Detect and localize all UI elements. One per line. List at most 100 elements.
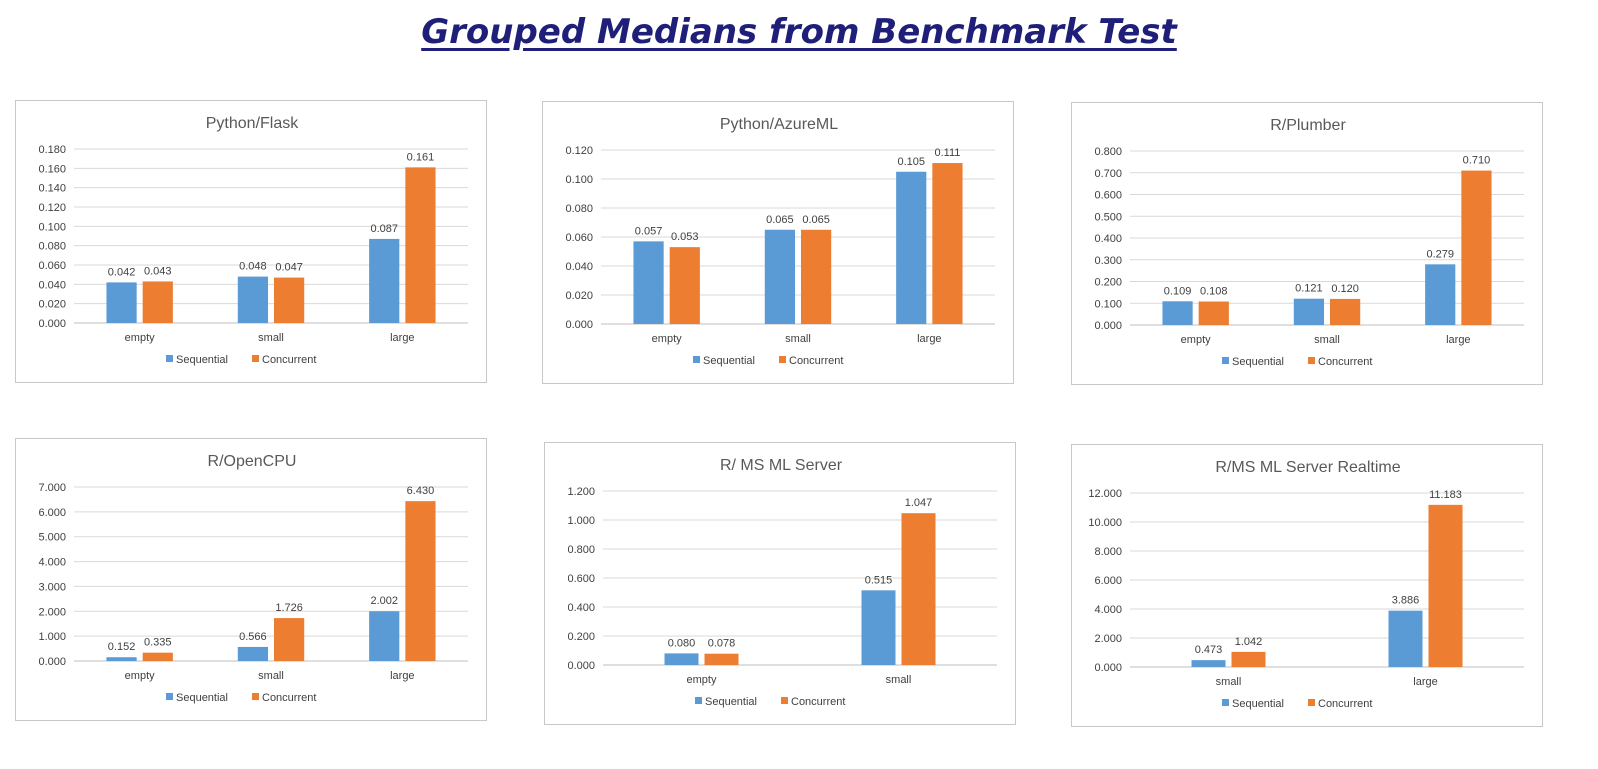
category-label: small — [886, 674, 912, 686]
y-tick-label: 0.000 — [38, 318, 66, 330]
y-tick-label: 0.200 — [1094, 277, 1122, 289]
bar-chart: Python/AzureML 0.000 0.020 0.040 0.060 0.080 0… — [565, 116, 995, 367]
y-tick-label: 0.100 — [38, 221, 66, 233]
y-tick-label: 0.600 — [567, 573, 595, 585]
concurrent-bar — [901, 513, 936, 665]
sequential-bar — [861, 590, 896, 665]
data-label: 0.065 — [766, 214, 794, 226]
y-tick-label: 0.060 — [565, 232, 593, 244]
concurrent-bar — [1330, 298, 1361, 325]
legend-label-sequential: Sequential — [176, 692, 228, 704]
data-label: 0.043 — [144, 265, 172, 277]
data-label: 0.078 — [708, 638, 736, 650]
sequential-bar — [1162, 301, 1193, 325]
y-tick-label: 8.000 — [1094, 546, 1122, 558]
y-tick-label: 0.800 — [567, 544, 595, 556]
legend-label-sequential: Sequential — [1232, 356, 1284, 368]
data-label: 0.087 — [370, 223, 398, 235]
category-label: small — [258, 332, 284, 344]
y-tick-label: 0.300 — [1094, 255, 1122, 267]
y-tick-label: 0.040 — [38, 279, 66, 291]
legend-swatch-sequential — [1222, 357, 1229, 364]
sequential-bar — [1293, 298, 1324, 325]
category-label: small — [258, 670, 284, 682]
concurrent-bar — [1461, 170, 1492, 325]
category-label: large — [1413, 676, 1437, 688]
y-tick-label: 10.000 — [1088, 517, 1122, 529]
y-tick-label: 0.120 — [565, 145, 593, 157]
y-tick-label: 5.000 — [38, 532, 66, 544]
data-label: 0.279 — [1426, 248, 1454, 260]
category-label: empty — [125, 670, 155, 682]
y-tick-label: 0.000 — [565, 319, 593, 331]
legend-swatch-concurrent — [1308, 699, 1315, 706]
chart-panel-python-flask: Python/Flask 0.000 0.020 0.040 0.060 0.080 0.1… — [15, 100, 487, 383]
sequential-bar — [237, 276, 268, 323]
legend-label-concurrent: Concurrent — [1318, 356, 1372, 368]
y-tick-label: 0.500 — [1094, 211, 1122, 223]
y-tick-label: 4.000 — [38, 557, 66, 569]
data-label: 1.042 — [1235, 636, 1263, 648]
concurrent-bar — [1428, 504, 1463, 667]
legend-swatch-concurrent — [781, 697, 788, 704]
sequential-bar — [369, 611, 400, 661]
sequential-bar — [896, 171, 927, 324]
sequential-bar — [1425, 264, 1456, 325]
sequential-bar — [664, 653, 699, 665]
data-label: 0.042 — [108, 266, 136, 278]
concurrent-bar — [405, 501, 436, 661]
y-tick-label: 2.000 — [38, 606, 66, 618]
sequential-bar — [369, 238, 400, 323]
data-label: 0.120 — [1331, 283, 1359, 295]
legend-swatch-sequential — [1222, 699, 1229, 706]
data-label: 3.886 — [1392, 595, 1420, 607]
data-label: 0.515 — [865, 574, 893, 586]
concurrent-bar — [142, 652, 173, 661]
y-tick-label: 0.100 — [565, 174, 593, 186]
category-label: large — [390, 670, 414, 682]
data-label: 0.108 — [1200, 286, 1228, 298]
category-label: large — [917, 333, 941, 345]
data-label: 1.047 — [905, 497, 933, 509]
legend-label-concurrent: Concurrent — [262, 354, 316, 366]
chart-title: Python/Flask — [206, 115, 299, 132]
legend-swatch-concurrent — [252, 693, 259, 700]
data-label: 0.105 — [897, 156, 925, 168]
legend-label-concurrent: Concurrent — [791, 696, 845, 708]
data-label: 0.057 — [635, 225, 663, 237]
data-label: 6.430 — [407, 485, 435, 497]
legend-label-concurrent: Concurrent — [262, 692, 316, 704]
y-tick-label: 1.200 — [567, 486, 595, 498]
data-label: 11.183 — [1429, 489, 1462, 501]
y-tick-label: 0.120 — [38, 202, 66, 214]
data-label: 1.726 — [275, 602, 303, 614]
y-tick-label: 0.080 — [38, 241, 66, 253]
sequential-bar — [1388, 610, 1423, 667]
concurrent-bar — [704, 653, 739, 665]
bar-chart: R/ MS ML Server 0.000 0.200 0.400 0.600 0.800… — [567, 457, 997, 708]
category-label: empty — [687, 674, 717, 686]
y-tick-label: 3.000 — [38, 581, 66, 593]
data-label: 0.053 — [671, 231, 699, 243]
category-label: small — [1216, 676, 1242, 688]
concurrent-bar — [932, 163, 963, 324]
y-tick-label: 0.080 — [565, 203, 593, 215]
data-label: 0.710 — [1463, 155, 1491, 167]
sequential-bar — [237, 646, 268, 661]
legend-swatch-concurrent — [1308, 357, 1315, 364]
category-label: empty — [125, 332, 155, 344]
data-label: 0.335 — [144, 637, 172, 649]
data-label: 0.121 — [1295, 283, 1323, 295]
y-tick-label: 6.000 — [1094, 575, 1122, 587]
chart-panel-r-ms-ml-server-realtime: R/MS ML Server Realtime 0.000 2.000 4.000 6.… — [1071, 444, 1543, 727]
legend-swatch-concurrent — [779, 356, 786, 363]
y-tick-label: 0.600 — [1094, 190, 1122, 202]
category-label: large — [390, 332, 414, 344]
legend-swatch-sequential — [166, 693, 173, 700]
y-tick-label: 0.040 — [565, 261, 593, 273]
bar-chart: R/OpenCPU 0.000 1.000 2.000 3.000 4.000 5.000 6… — [38, 453, 468, 704]
data-label: 0.473 — [1195, 644, 1223, 656]
y-tick-label: 2.000 — [1094, 633, 1122, 645]
chart-title: R/Plumber — [1270, 117, 1346, 134]
page-title: Grouped Medians from Benchmark Test — [421, 12, 1177, 52]
